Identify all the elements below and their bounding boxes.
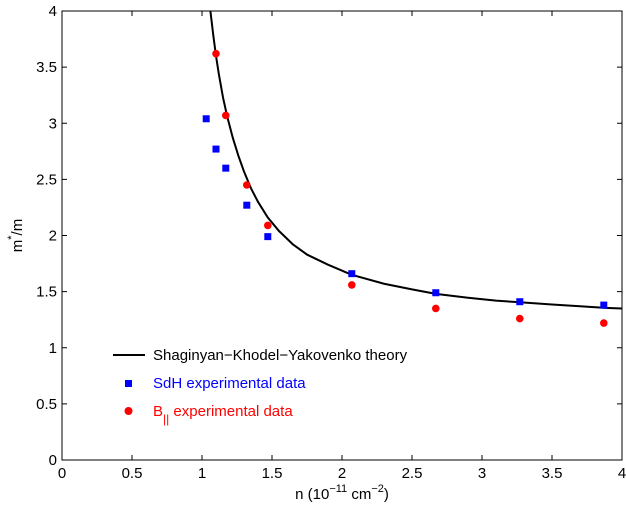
y-axis-label-end: /m	[9, 219, 26, 236]
legend-bpar-label: B|| experimental data	[153, 403, 293, 426]
y-tick-label: 1	[49, 340, 57, 357]
y-tick-label: 4	[49, 3, 57, 20]
theory-curve-layer	[209, 10, 623, 310]
legend: Shaginyan−Khodel−Yakovenko theory SdH ex…	[113, 347, 408, 426]
plot-area	[61, 10, 623, 461]
sdh-data-point	[432, 289, 440, 297]
sdh-data-point	[600, 301, 608, 309]
legend-sdh-swatch	[125, 380, 132, 387]
x-tick-label: 1.5	[262, 465, 283, 482]
legend-sdh-label: SdH experimental data	[153, 375, 306, 392]
bpar-data-point	[243, 181, 251, 189]
x-tick-label: 2	[338, 465, 346, 482]
x-axis-label-mid: cm	[347, 486, 371, 503]
sdh-data-point	[222, 164, 230, 172]
data-markers	[202, 49, 608, 327]
axis-ticks	[61, 10, 623, 461]
y-tick-label: 2.5	[36, 171, 57, 188]
x-tick-label: 0	[58, 465, 66, 482]
bpar-data-point	[348, 281, 356, 289]
x-axis-label-exp2: −2	[371, 483, 384, 495]
y-tick-label: 3	[49, 115, 57, 132]
y-axis-label: m*/m	[6, 219, 26, 252]
theory-curve	[209, 10, 623, 310]
y-axis-label-sup: *	[6, 235, 18, 240]
legend-bpar-label-rest: experimental data	[169, 403, 293, 420]
legend-bpar-label-sub: ||	[163, 412, 169, 426]
legend-theory-label: Shaginyan−Khodel−Yakovenko theory	[153, 347, 408, 364]
y-tick-label: 2	[49, 228, 57, 245]
sdh-data-point	[202, 115, 210, 123]
tick-labels: 0 0.5 1 1.5 2 2.5 3 3.5 4 0 0.5 1 1.5 2 2.5 3 3.5 4	[36, 3, 626, 482]
x-axis-label-exp1: −11	[329, 483, 347, 495]
bpar-data-point	[600, 319, 608, 327]
sdh-data-point	[264, 233, 272, 241]
y-axis-label-main: m	[9, 240, 26, 253]
legend-bpar-label-b: B	[153, 403, 163, 420]
x-axis-label-main: n (10	[295, 486, 329, 503]
sdh-data-point	[243, 201, 251, 209]
bpar-data-point	[432, 304, 440, 313]
sdh-data-point	[348, 270, 356, 278]
x-axis-label: n (10−11 cm−2)	[295, 483, 389, 503]
sdh-data-point	[212, 145, 220, 153]
x-tick-label: 3.5	[542, 465, 563, 482]
x-axis-label-end: )	[384, 486, 389, 503]
x-tick-label: 2.5	[402, 465, 423, 482]
y-tick-label: 0	[49, 452, 57, 469]
x-tick-label: 3	[478, 465, 486, 482]
bpar-data-point	[212, 49, 220, 58]
bpar-data-point	[222, 111, 230, 120]
x-tick-label: 4	[618, 465, 626, 482]
y-tick-label: 3.5	[36, 59, 57, 76]
y-tick-label: 0.5	[36, 396, 57, 413]
y-tick-label: 1.5	[36, 284, 57, 301]
bpar-data-point	[516, 314, 524, 323]
x-tick-label: 1	[198, 465, 206, 482]
legend-bpar-swatch	[124, 407, 133, 415]
sdh-data-point	[516, 298, 524, 306]
bpar-data-point	[264, 221, 272, 230]
x-tick-label: 0.5	[122, 465, 143, 482]
